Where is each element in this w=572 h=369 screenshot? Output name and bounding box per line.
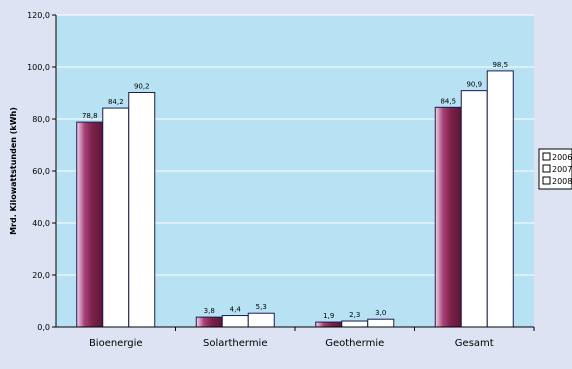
legend-label-2008: 2008 (552, 177, 572, 186)
legend-label-2007: 2007 (552, 165, 572, 174)
data-label: 98,5 (492, 61, 508, 69)
data-label: 84,5 (440, 97, 456, 105)
legend-swatch-2008 (542, 176, 551, 185)
x-tick-label: Geothermie (325, 338, 384, 349)
x-tick-label: Solarthermie (203, 338, 268, 349)
y-tick-label: 20,0 (32, 271, 50, 280)
data-label: 90,9 (466, 81, 482, 89)
data-label: 3,8 (204, 307, 215, 315)
data-label: 78,8 (82, 112, 98, 120)
y-tick-label: 0,0 (37, 323, 50, 332)
bar-2006-solarthermie (195, 316, 223, 328)
data-label: 1,9 (323, 312, 334, 320)
bar-2008-geothermie (367, 318, 395, 328)
bar-2006-geothermie (315, 321, 343, 328)
bar-2007-solarthermie (221, 315, 249, 328)
bar-2007-gesamt (460, 90, 488, 328)
x-tick-label: Bioenergie (89, 338, 143, 349)
legend-swatch-2006 (542, 152, 551, 161)
y-tick-label: 80,0 (32, 115, 50, 124)
bar-2008-bioenergie (128, 91, 156, 328)
legend-label-2006: 2006 (552, 153, 572, 162)
bar-2008-solarthermie (247, 312, 275, 328)
y-axis-title: Mrd. Kilowattstunden (kWh) (9, 107, 18, 235)
y-tick-label: 120,0 (27, 11, 50, 20)
y-tick-label: 60,0 (32, 167, 50, 176)
x-tick-label: Gesamt (455, 338, 494, 349)
data-label: 3,0 (375, 309, 386, 317)
bar-2006-bioenergie (76, 121, 104, 328)
bar-2007-geothermie (341, 320, 369, 328)
data-label: 84,2 (108, 98, 124, 106)
data-label: 4,4 (230, 306, 242, 314)
bar-2008-gesamt (486, 70, 514, 328)
legend: 2006 2007 2008 (538, 148, 572, 190)
data-label: 90,2 (134, 82, 150, 90)
bar-2006-gesamt (434, 106, 462, 328)
y-tick-label: 40,0 (32, 219, 50, 228)
y-tick-label: 100,0 (27, 63, 50, 72)
bar-2007-bioenergie (102, 107, 130, 328)
data-label: 5,3 (256, 303, 267, 311)
data-label: 2,3 (349, 311, 360, 319)
legend-swatch-2007 (542, 164, 551, 173)
